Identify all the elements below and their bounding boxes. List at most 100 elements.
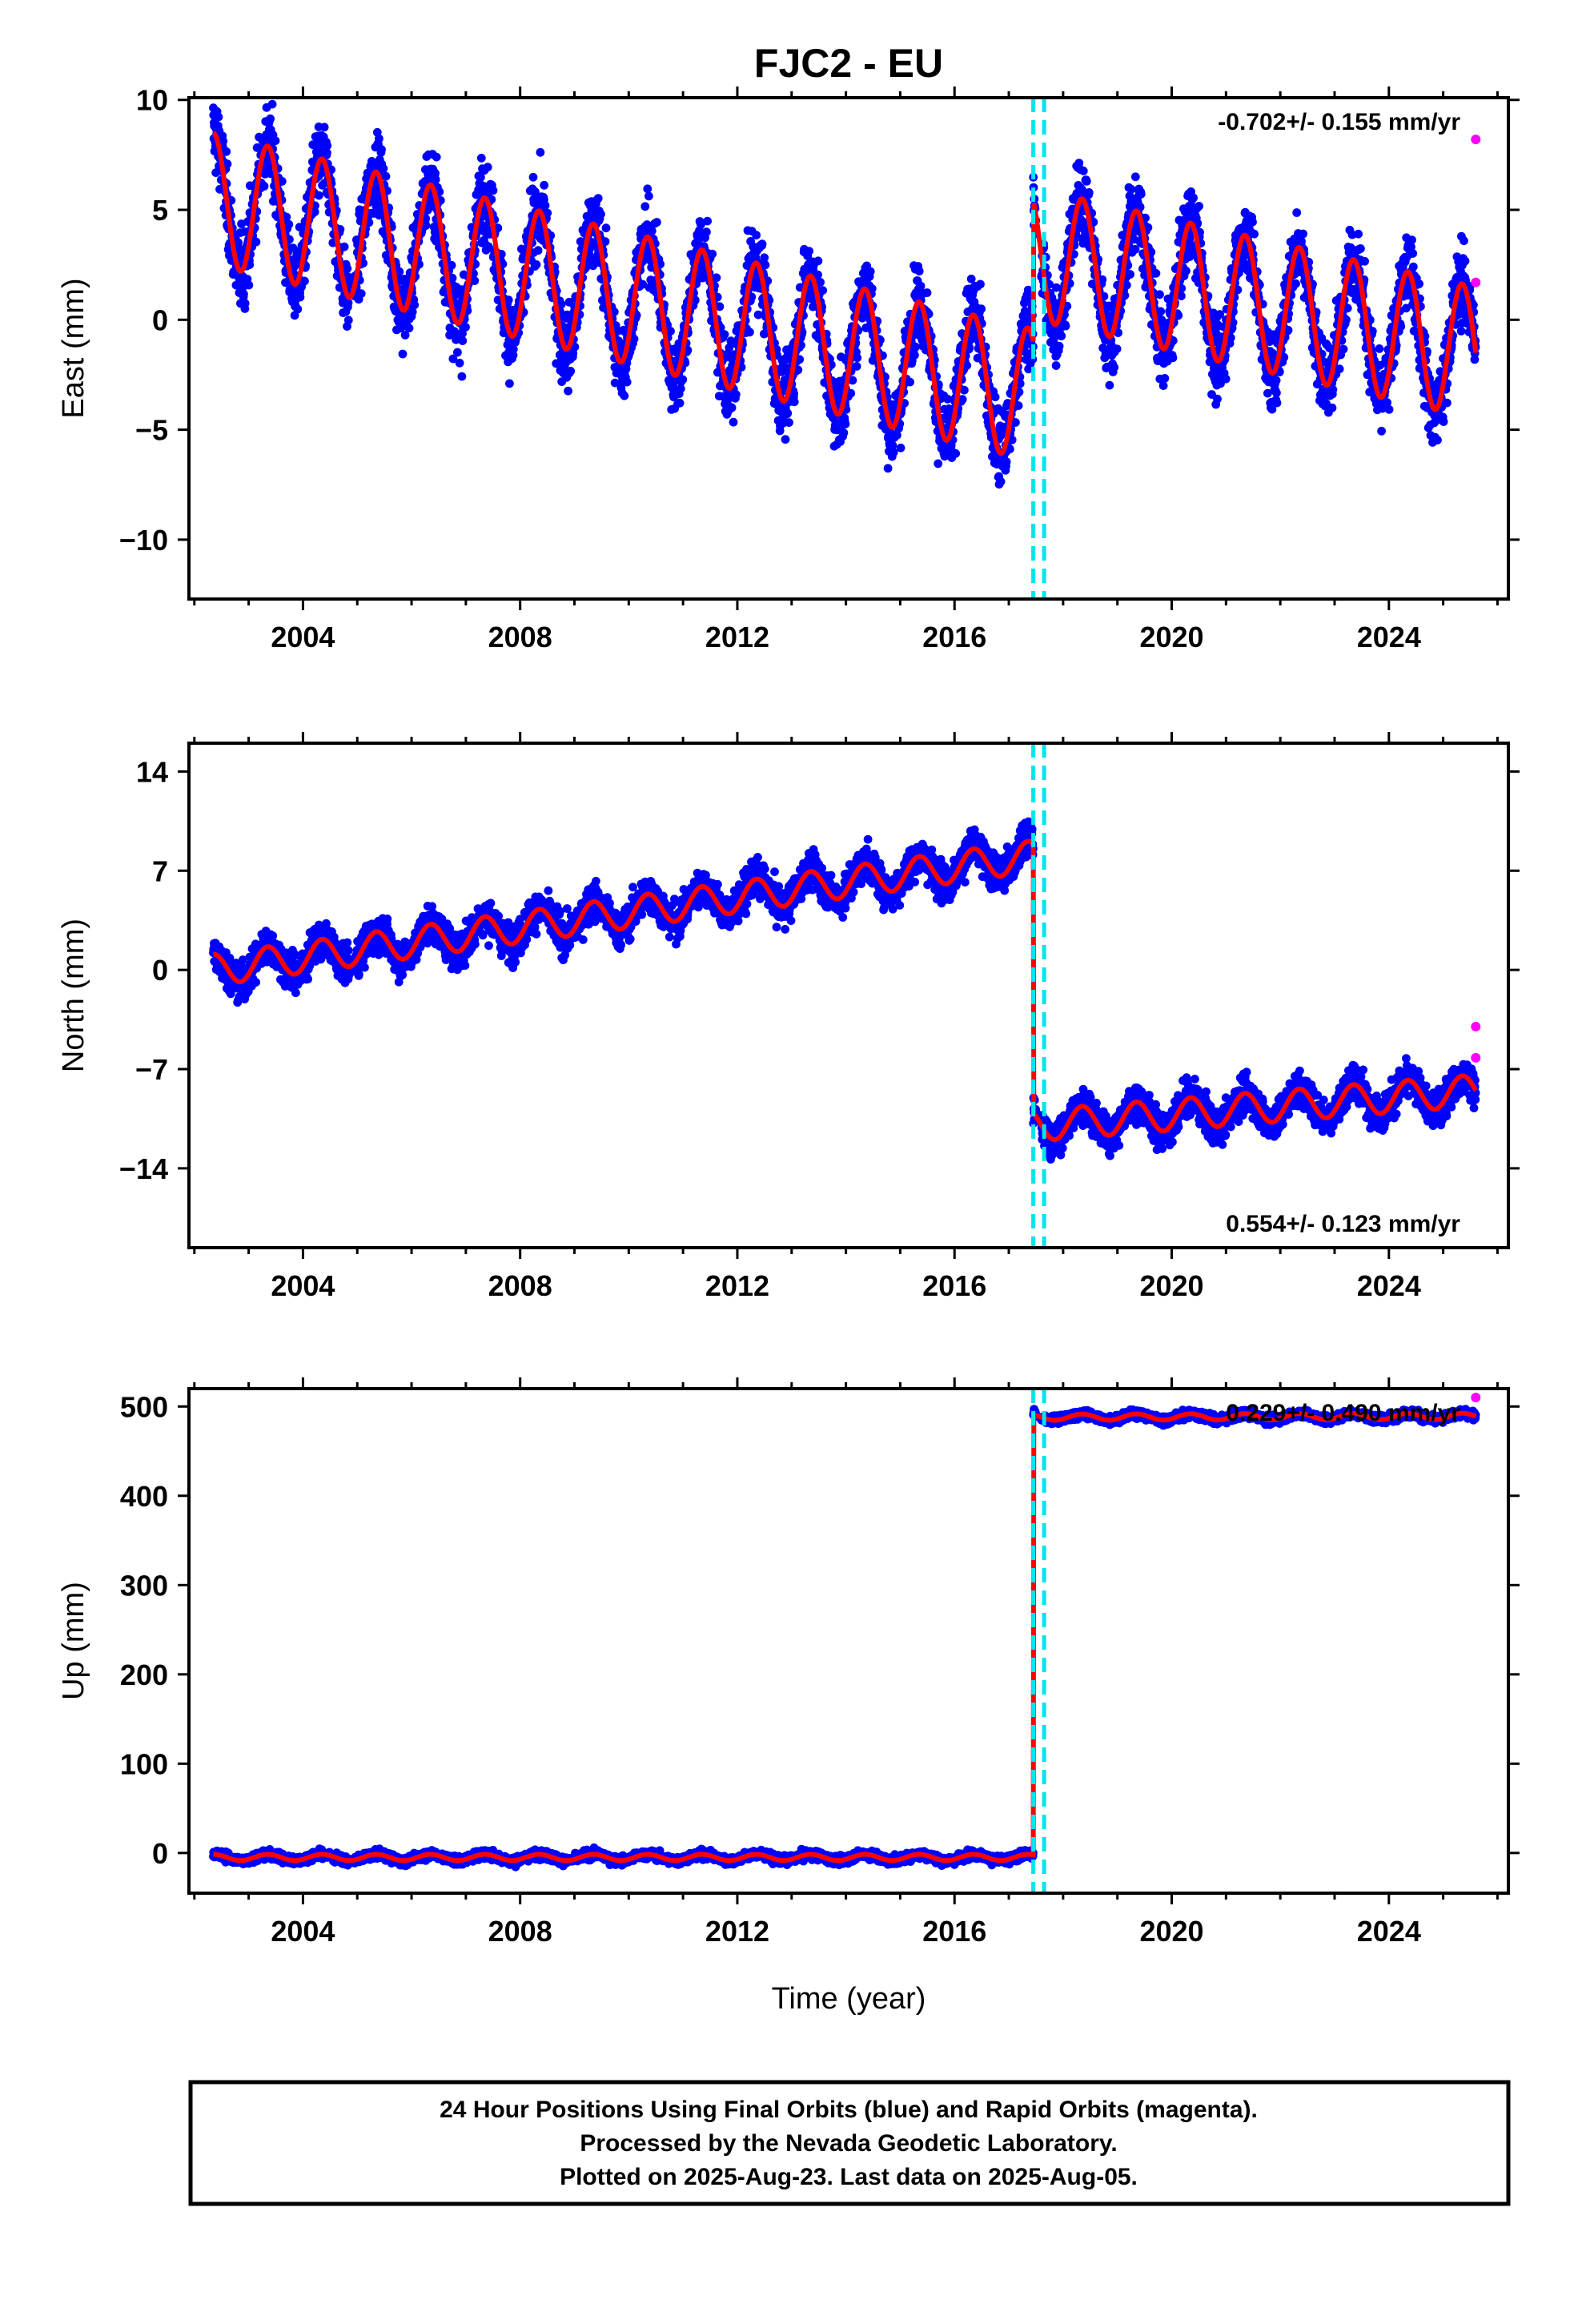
final-orbit-point [410, 300, 420, 310]
final-orbit-point [543, 208, 552, 218]
final-orbit-point [610, 378, 620, 388]
final-orbit-point [727, 403, 737, 412]
final-orbit-point [1126, 270, 1134, 279]
figure-title: FJC2 - EU [754, 41, 943, 86]
final-orbit-point [720, 330, 729, 339]
final-orbit-point [277, 177, 287, 186]
final-orbit-point [540, 201, 550, 210]
final-orbit-point [1189, 193, 1198, 203]
final-orbit-point [455, 358, 464, 368]
final-orbit-point [896, 443, 905, 452]
final-orbit-point [1433, 436, 1442, 444]
final-orbit-point [1130, 172, 1140, 182]
final-orbit-point [943, 394, 952, 404]
final-orbit-point [260, 169, 270, 179]
final-orbit-point [1082, 177, 1091, 186]
final-orbit-point [461, 323, 470, 332]
final-orbit-point [1182, 266, 1191, 275]
final-orbit-point [300, 276, 309, 286]
final-orbit-point [1250, 229, 1259, 239]
final-orbit-point [504, 296, 513, 304]
final-orbit-point [1354, 229, 1363, 239]
final-orbit-point [295, 223, 304, 231]
final-orbit-point [476, 172, 485, 182]
final-orbit-point [1014, 401, 1023, 410]
final-orbit-point [622, 377, 632, 387]
final-orbit-point [781, 435, 790, 444]
final-orbit-point [678, 375, 688, 384]
final-orbit-point [1061, 321, 1070, 331]
final-orbit-point [1002, 457, 1011, 466]
final-orbit-point [453, 348, 462, 357]
final-orbit-point [282, 212, 291, 222]
final-orbit-point [1151, 268, 1161, 278]
final-orbit-point [865, 267, 875, 276]
final-orbit-point [951, 448, 961, 458]
final-orbit-point [922, 288, 932, 297]
final-orbit-point [789, 397, 799, 407]
final-orbit-point [483, 163, 492, 172]
final-orbit-point [285, 235, 294, 244]
final-orbit-point [1335, 364, 1344, 374]
final-orbit-point [1160, 374, 1170, 383]
final-orbit-point [508, 344, 518, 354]
final-orbit-point [745, 328, 754, 337]
final-orbit-point [375, 134, 383, 143]
final-orbit-point [1377, 426, 1386, 436]
final-orbit-point [647, 227, 656, 235]
final-orbit-point [1110, 363, 1119, 372]
final-orbit-point [839, 428, 849, 437]
final-orbit-point [251, 237, 261, 247]
final-orbit-point [813, 256, 823, 266]
final-orbit-point [753, 310, 763, 320]
final-orbit-point [1439, 417, 1448, 426]
final-orbit-point [1384, 404, 1394, 414]
final-orbit-point [267, 99, 277, 109]
final-orbit-point [1105, 380, 1114, 390]
final-orbit-point [785, 418, 793, 427]
final-orbit-point [395, 267, 404, 276]
final-orbit-point [757, 239, 767, 249]
final-orbit-point [432, 152, 441, 162]
final-orbit-point [934, 459, 943, 468]
final-orbit-point [448, 354, 458, 364]
final-orbit-point [976, 279, 985, 289]
final-orbit-point [223, 159, 232, 169]
final-orbit-point [404, 324, 414, 333]
final-orbit-point [1408, 249, 1418, 258]
final-orbit-point [293, 304, 303, 314]
final-orbit-point [911, 342, 920, 352]
final-orbit-point [1130, 244, 1140, 254]
final-orbit-point [1291, 279, 1300, 288]
final-orbit-point [540, 180, 549, 190]
final-orbit-point [977, 304, 986, 314]
final-orbit-point [1126, 185, 1136, 194]
final-orbit-point [431, 175, 440, 184]
final-orbit-point [1156, 307, 1166, 316]
final-orbit-point [910, 351, 919, 360]
final-orbit-point [600, 237, 610, 246]
final-orbit-point [222, 147, 231, 156]
final-orbit-point [398, 349, 408, 359]
final-orbit-point [431, 168, 440, 178]
final-orbit-point [458, 336, 468, 345]
final-orbit-point [841, 420, 850, 428]
final-orbit-point [408, 308, 417, 316]
final-orbit-point [234, 238, 243, 247]
final-orbit-point [240, 299, 250, 308]
final-orbit-point [712, 273, 721, 283]
final-orbit-point [805, 247, 813, 255]
final-orbit-point [1356, 244, 1365, 253]
final-orbit-point [818, 286, 828, 295]
final-orbit-point [731, 390, 741, 399]
final-orbit-point [244, 280, 254, 290]
final-orbit-point [990, 392, 1000, 402]
final-orbit-point [1213, 394, 1222, 404]
final-orbit-point [379, 164, 388, 173]
final-orbit-point [266, 114, 275, 123]
final-orbit-point [1078, 167, 1088, 175]
final-orbit-point [528, 172, 538, 182]
final-orbit-point [1158, 381, 1168, 390]
final-orbit-point [421, 221, 431, 230]
final-orbit-point [239, 289, 248, 299]
